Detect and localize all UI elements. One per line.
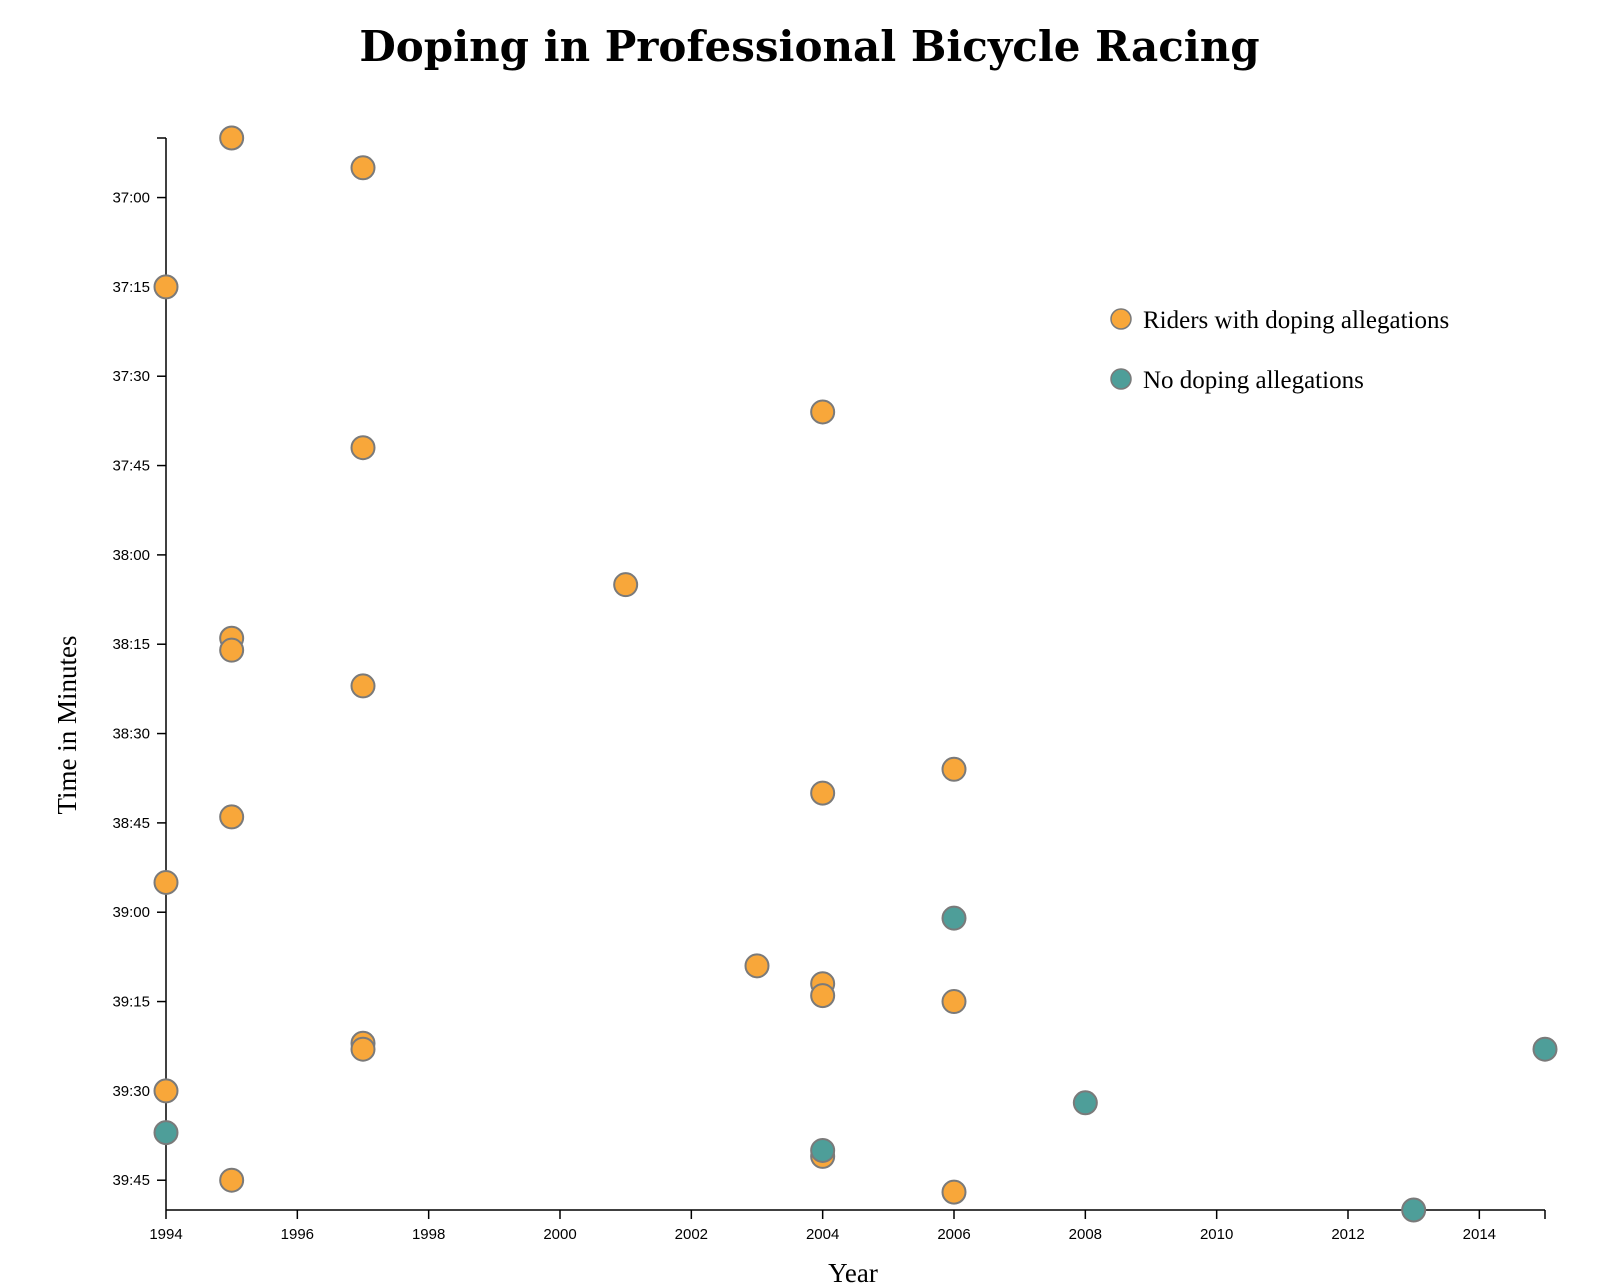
- x-tick-label: 2012: [1331, 1226, 1364, 1243]
- y-tick-label: 39:15: [112, 994, 150, 1011]
- doping-point[interactable]: [219, 637, 245, 663]
- doping-point[interactable]: [219, 125, 245, 151]
- legend-label: Riders with doping allegations: [1143, 307, 1449, 334]
- x-tick-label: 2008: [1069, 1226, 1102, 1243]
- y-tick-label: 37:30: [112, 368, 150, 385]
- doping-point[interactable]: [810, 780, 836, 806]
- legend: Riders with doping allegations No doping …: [1110, 307, 1449, 394]
- y-axis-label: Time in Minutes: [52, 635, 82, 814]
- y-tick-label: 39:00: [112, 904, 150, 921]
- y-tick-label: 37:45: [112, 458, 150, 475]
- x-tick-label: 2004: [806, 1226, 839, 1243]
- legend-swatch: [1110, 308, 1132, 330]
- clean-point[interactable]: [153, 1120, 179, 1146]
- doping-point[interactable]: [350, 673, 376, 699]
- x-tick-label: 1996: [281, 1226, 314, 1243]
- y-tick-label: 38:00: [112, 547, 150, 564]
- y-tick-label: 39:45: [112, 1172, 150, 1189]
- chart-title: Doping in Professional Bicycle Racing: [359, 22, 1260, 71]
- legend-swatch: [1110, 368, 1132, 390]
- data-points: [153, 125, 1558, 1223]
- doping-point[interactable]: [153, 869, 179, 895]
- clean-point[interactable]: [810, 1137, 836, 1163]
- doping-point[interactable]: [219, 804, 245, 830]
- x-tick-label: 2006: [937, 1226, 970, 1243]
- y-tick-label: 38:30: [112, 726, 150, 743]
- clean-point[interactable]: [1532, 1036, 1558, 1062]
- doping-point[interactable]: [350, 155, 376, 181]
- x-tick-label: 1994: [149, 1226, 182, 1243]
- y-tick-label: 39:30: [112, 1083, 150, 1100]
- x-tick-label: 2002: [675, 1226, 708, 1243]
- clean-point[interactable]: [1401, 1197, 1427, 1223]
- doping-point[interactable]: [153, 1078, 179, 1104]
- doping-point[interactable]: [941, 989, 967, 1015]
- clean-point[interactable]: [941, 905, 967, 931]
- doping-point[interactable]: [350, 1036, 376, 1062]
- x-tick-label: 2010: [1200, 1226, 1233, 1243]
- doping-point[interactable]: [153, 274, 179, 300]
- doping-point[interactable]: [941, 756, 967, 782]
- x-axis-label: Year: [828, 1258, 878, 1287]
- y-tick-label: 38:45: [112, 815, 150, 832]
- doping-point[interactable]: [350, 435, 376, 461]
- axes: 1994 1996 1998 2000 2002 2004 2006 2008 2010 2012…: [112, 137, 1546, 1243]
- doping-point[interactable]: [810, 399, 836, 425]
- y-tick-label: 37:00: [112, 190, 150, 207]
- doping-point[interactable]: [613, 572, 639, 598]
- doping-point[interactable]: [810, 983, 836, 1009]
- doping-point[interactable]: [941, 1179, 967, 1205]
- x-tick-label: 2014: [1463, 1226, 1496, 1243]
- y-tick-label: 37:15: [112, 279, 150, 296]
- x-tick-label: 2000: [543, 1226, 576, 1243]
- doping-point[interactable]: [744, 953, 770, 979]
- doping-point[interactable]: [219, 1167, 245, 1193]
- clean-point[interactable]: [1072, 1090, 1098, 1116]
- x-tick-label: 1998: [412, 1226, 445, 1243]
- legend-label: No doping allegations: [1143, 367, 1364, 394]
- y-tick-label: 38:15: [112, 636, 150, 653]
